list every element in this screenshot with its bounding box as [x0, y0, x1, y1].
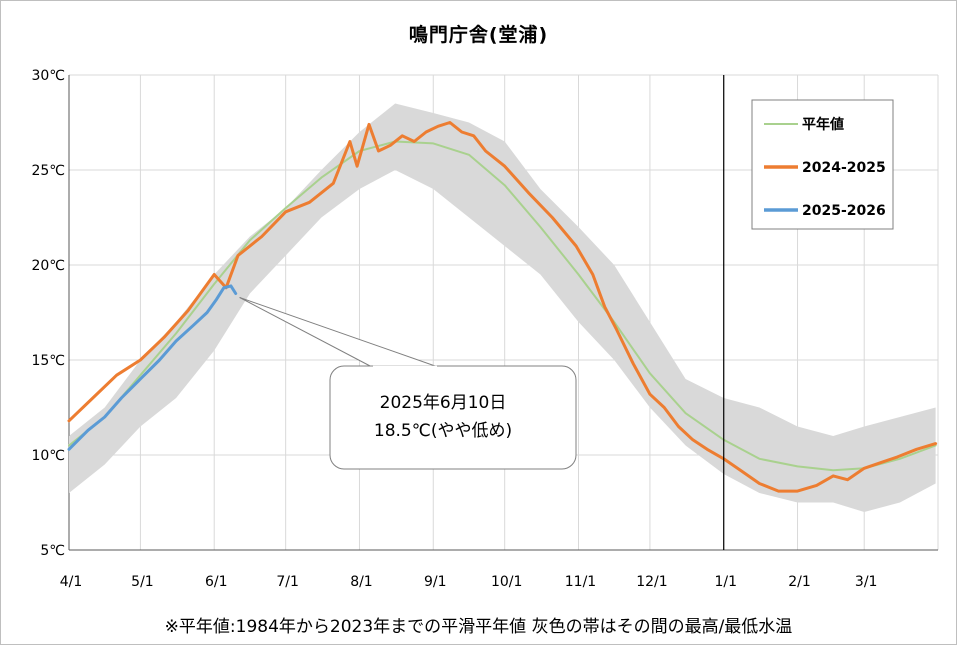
annotation-line-1: 18.5℃(やや低め) — [374, 421, 512, 441]
annotation-line-0: 2025年6月10日 — [380, 393, 507, 413]
legend-label-1: 2024-2025 — [802, 160, 886, 176]
x-tick-label-6: 10/1 — [491, 574, 522, 590]
x-tick-label-8: 12/1 — [636, 574, 667, 590]
y-tick-label-0: 5℃ — [40, 543, 65, 559]
series-line-1 — [67, 121, 938, 493]
x-tick-label-1: 5/1 — [131, 574, 154, 590]
x-tick-label-0: 4/1 — [60, 574, 83, 590]
legend-label-2: 2025-2026 — [802, 203, 886, 219]
x-tick-label-3: 7/1 — [276, 574, 299, 590]
series-line-2 — [67, 284, 238, 451]
band-layer — [69, 103, 936, 512]
x-tick-label-5: 9/1 — [424, 574, 447, 590]
chart-title: 鳴門庁舎(堂浦) — [408, 24, 549, 46]
footnote: ※平年値:1984年から2023年までの平滑平年値 灰色の帯はその間の最高/最低… — [164, 617, 793, 637]
annotation-callout: 2025年6月10日 18.5℃(やや低め) — [239, 297, 577, 470]
series-layer — [67, 121, 938, 493]
legend: 平年値 2024-2025 2025-2026 — [751, 99, 894, 230]
y-tick-label-3: 20℃ — [31, 258, 65, 274]
y-tick-label-4: 25℃ — [31, 163, 65, 179]
y-tick-label-2: 15℃ — [31, 353, 65, 369]
legend-label-0: 平年値 — [802, 116, 844, 133]
y-tick-label-5: 30℃ — [31, 68, 65, 84]
band-max-min — [69, 103, 936, 512]
x-axis-ticks: 4/1 5/1 6/1 7/1 8/1 9/1 10/1 11/1 12/1 1/1 2/1 3/1 — [60, 574, 878, 590]
x-tick-label-9: 1/1 — [714, 574, 737, 590]
x-tick-label-4: 8/1 — [350, 574, 373, 590]
x-tick-label-10: 2/1 — [788, 574, 811, 590]
legend-box — [751, 99, 894, 230]
x-tick-label-2: 6/1 — [205, 574, 228, 590]
y-axis-ticks: 5℃ 10℃ 15℃ 20℃ 25℃ 30℃ — [31, 68, 65, 559]
y-tick-label-1: 10℃ — [31, 448, 65, 464]
x-tick-label-11: 3/1 — [855, 574, 878, 590]
annotation-box — [329, 365, 577, 470]
x-tick-label-7: 11/1 — [565, 574, 596, 590]
series-line-0 — [68, 140, 937, 472]
